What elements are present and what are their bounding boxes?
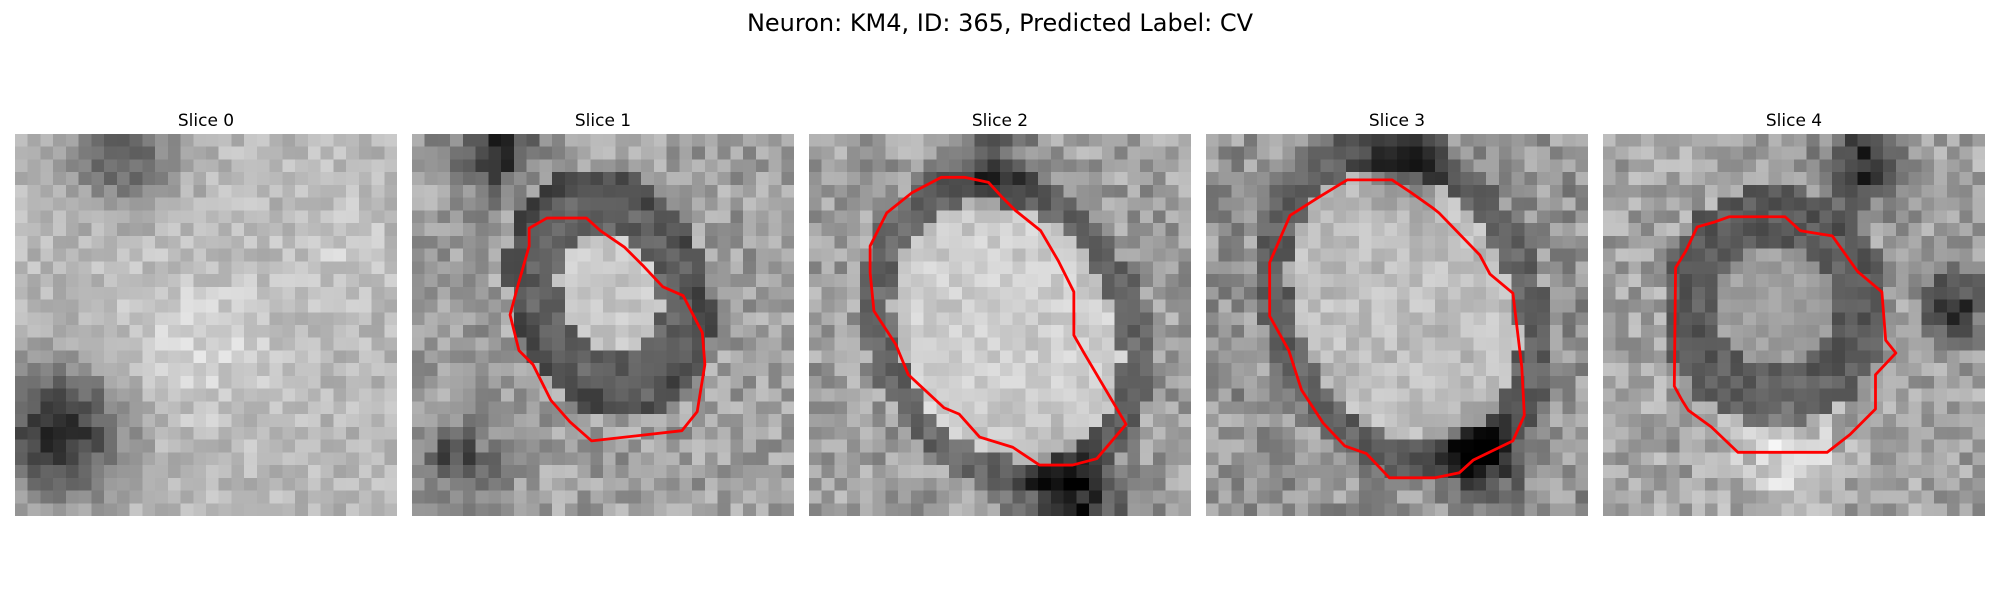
panel-slice-1: Slice 1 — [412, 108, 794, 516]
panel-slice-4: Slice 4 — [1603, 108, 1985, 516]
panel-title: Slice 4 — [1765, 111, 1823, 131]
figure-title: Neuron: KM4, ID: 365, Predicted Label: C… — [746, 9, 1254, 37]
panel-title: Slice 1 — [574, 111, 632, 131]
microscopy-image — [809, 134, 1191, 516]
image-pixels — [1206, 134, 1588, 516]
microscopy-image — [15, 134, 397, 516]
panel-title: Slice 0 — [177, 111, 235, 131]
panel-title: Slice 2 — [971, 111, 1029, 131]
microscopy-image — [1206, 134, 1588, 516]
image-pixels — [809, 134, 1191, 516]
cell-contour — [1672, 215, 1898, 454]
image-pixels — [1603, 134, 1985, 516]
microscopy-image — [412, 134, 794, 516]
microscopy-image — [1603, 134, 1985, 516]
cell-contour — [508, 216, 707, 443]
panel-slice-0: Slice 0 — [15, 108, 397, 516]
cell-contour — [1268, 178, 1526, 480]
image-pixels — [412, 134, 794, 516]
panel-slice-3: Slice 3 — [1206, 108, 1588, 516]
cell-contour — [868, 175, 1128, 467]
image-pixels — [15, 134, 397, 516]
panel-slice-2: Slice 2 — [809, 108, 1191, 516]
panel-title: Slice 3 — [1368, 111, 1426, 131]
